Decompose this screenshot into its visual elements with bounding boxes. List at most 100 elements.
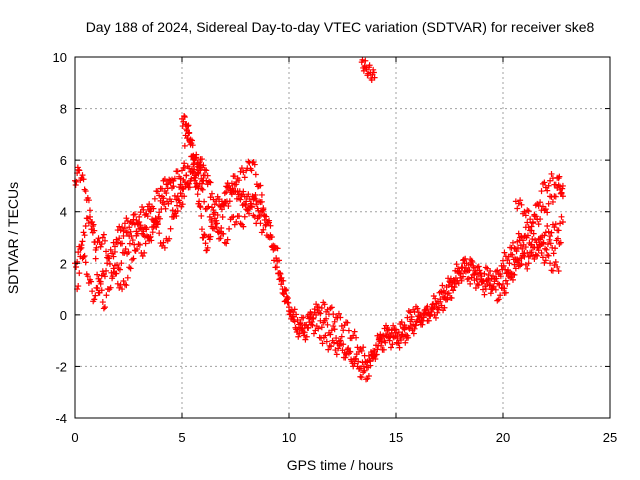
data-point-interp bbox=[528, 249, 535, 256]
data-point-interp bbox=[290, 313, 297, 320]
data-point bbox=[525, 224, 532, 231]
data-point-interp bbox=[425, 317, 432, 324]
data-point-interp bbox=[388, 344, 395, 351]
data-point-interp bbox=[362, 57, 369, 64]
data-point bbox=[542, 206, 549, 213]
data-point bbox=[204, 244, 211, 251]
data-point-interp bbox=[339, 347, 346, 354]
x-tick-label: 25 bbox=[603, 430, 617, 445]
data-point-interp bbox=[509, 251, 516, 258]
data-point-interp bbox=[301, 329, 308, 336]
data-point-interp bbox=[267, 222, 274, 229]
data-point bbox=[557, 239, 564, 246]
data-point-interp bbox=[201, 231, 208, 238]
data-point-interp bbox=[136, 241, 143, 248]
data-point-interp bbox=[194, 191, 201, 198]
data-point-interp bbox=[361, 367, 368, 374]
data-point-interp bbox=[157, 197, 164, 204]
data-point-interp bbox=[537, 216, 544, 223]
data-point-interp bbox=[555, 227, 562, 234]
data-point-interp bbox=[261, 211, 268, 218]
x-tick-label: 20 bbox=[496, 430, 510, 445]
data-point-interp bbox=[482, 264, 489, 271]
data-point-interp bbox=[251, 195, 258, 202]
data-point-interp bbox=[260, 206, 267, 213]
data-point-interp bbox=[492, 286, 499, 293]
data-point-interp bbox=[98, 287, 105, 294]
data-point-interp bbox=[214, 228, 221, 235]
data-point-interp bbox=[405, 307, 412, 314]
data-point bbox=[86, 213, 93, 220]
data-point-interp bbox=[89, 288, 96, 295]
data-point-interp bbox=[544, 222, 551, 229]
data-point-interp bbox=[504, 257, 511, 264]
data-point-interp bbox=[125, 249, 132, 256]
data-point-interp bbox=[116, 235, 123, 242]
grid-lines bbox=[75, 57, 610, 418]
data-point-interp bbox=[166, 235, 173, 242]
data-point-interp bbox=[224, 180, 231, 187]
series-3 bbox=[74, 156, 562, 366]
data-point-interp bbox=[303, 321, 310, 328]
data-point-interp bbox=[333, 351, 340, 358]
data-point-interp bbox=[550, 250, 557, 257]
data-point-interp bbox=[380, 346, 387, 353]
data-point-interp bbox=[394, 335, 401, 342]
data-point bbox=[110, 239, 117, 246]
data-point bbox=[119, 286, 126, 293]
data-point-interp bbox=[208, 223, 215, 230]
data-point-interp bbox=[171, 175, 178, 182]
data-point-interp bbox=[146, 237, 153, 244]
data-point bbox=[300, 332, 307, 339]
data-point bbox=[525, 260, 532, 267]
data-point-interp bbox=[90, 221, 97, 228]
data-point-interp bbox=[139, 252, 146, 259]
data-point-interp bbox=[110, 253, 117, 260]
data-point-interp bbox=[88, 278, 95, 285]
data-point-interp bbox=[331, 326, 338, 333]
data-point-interp bbox=[254, 205, 261, 212]
data-point-interp bbox=[124, 274, 131, 281]
data-point-interp bbox=[186, 180, 193, 187]
data-point-interp bbox=[198, 212, 205, 219]
data-point-interp bbox=[151, 195, 158, 202]
data-point-interp bbox=[130, 211, 137, 218]
data-point-interp bbox=[236, 213, 243, 220]
data-point-interp bbox=[201, 232, 208, 239]
data-point bbox=[82, 188, 89, 195]
data-point-interp bbox=[552, 259, 559, 266]
data-point-interp bbox=[541, 232, 548, 239]
data-point-interp bbox=[486, 282, 493, 289]
data-point-interp bbox=[210, 211, 217, 218]
data-point-interp bbox=[545, 228, 552, 235]
data-point-interp bbox=[480, 278, 487, 285]
data-point-interp bbox=[103, 292, 110, 299]
data-point-interp bbox=[113, 270, 120, 277]
data-point-interp bbox=[439, 282, 446, 289]
data-point-interp bbox=[231, 221, 238, 228]
data-point-interp bbox=[188, 137, 195, 144]
data-point-interp bbox=[108, 269, 115, 276]
data-point-interp bbox=[549, 267, 556, 274]
data-point-interp bbox=[485, 271, 492, 278]
data-point-interp bbox=[82, 222, 89, 229]
data-point-interp bbox=[82, 259, 89, 266]
data-point-interp bbox=[355, 358, 362, 365]
data-point-interp bbox=[276, 257, 283, 264]
data-point-interp bbox=[143, 226, 150, 233]
data-point-interp bbox=[141, 212, 148, 219]
data-point-interp bbox=[389, 341, 396, 348]
data-point-interp bbox=[451, 284, 458, 291]
data-point-interp bbox=[528, 223, 535, 230]
data-point-interp bbox=[359, 56, 366, 63]
data-point bbox=[153, 224, 160, 231]
data-point bbox=[452, 280, 459, 287]
data-point-interp bbox=[432, 314, 439, 321]
data-point-interp bbox=[542, 257, 549, 264]
data-point-interp bbox=[101, 237, 108, 244]
data-point-interp bbox=[494, 297, 501, 304]
data-point-interp bbox=[103, 248, 110, 255]
data-point-interp bbox=[205, 203, 212, 210]
data-point-interp bbox=[502, 289, 509, 296]
data-point-interp bbox=[179, 201, 186, 208]
